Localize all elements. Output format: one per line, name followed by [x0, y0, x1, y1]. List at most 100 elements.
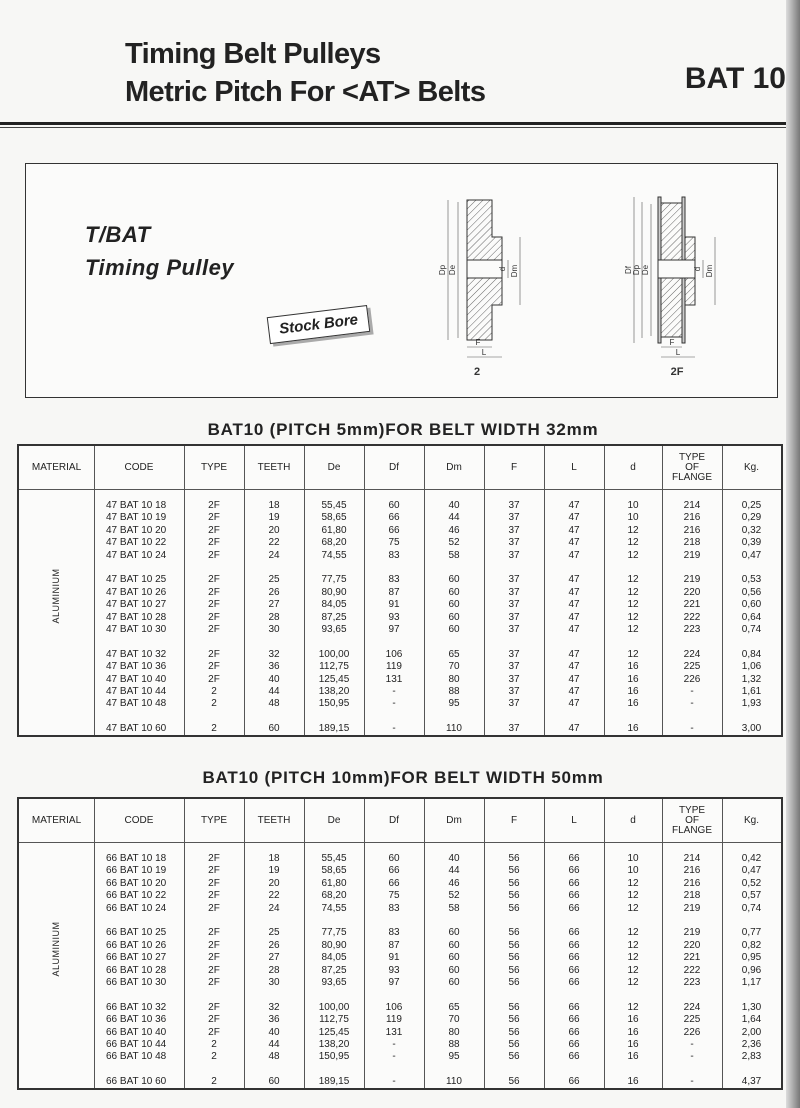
- table-cell: 83: [388, 549, 400, 561]
- table-cell: 93: [388, 611, 400, 623]
- column-header: TYPE OF FLANGE: [672, 451, 713, 483]
- table-cell: 12: [627, 964, 639, 976]
- table-cell: 0,53: [741, 574, 762, 586]
- diagram-label: 2F: [671, 366, 684, 378]
- table-cell: 2,00: [741, 1026, 762, 1038]
- table-cell: 60: [448, 939, 460, 951]
- table-cell: 66: [568, 865, 580, 877]
- table-cell: 226: [683, 1026, 701, 1038]
- column-rule: [364, 799, 365, 1088]
- table-cell: 26: [268, 939, 280, 951]
- table-cell: 47: [568, 574, 580, 586]
- table-cell: 47: [568, 673, 580, 685]
- column-rule: [544, 799, 545, 1088]
- table-cell: 0,57: [741, 890, 762, 902]
- table-cell: 47 BAT 10 25: [106, 574, 167, 586]
- table-cell: 47: [568, 549, 580, 561]
- table-cell: 106: [385, 648, 403, 660]
- table-cell: 223: [683, 624, 701, 635]
- dimension-label: L: [676, 348, 681, 357]
- table-cell: 2F: [208, 648, 220, 660]
- table-cell: 12: [627, 537, 639, 549]
- table-cell: 66 BAT 10 25: [106, 927, 167, 939]
- table-cell: 37: [508, 599, 520, 611]
- table-cell: 1,64: [741, 1014, 762, 1026]
- product-code: BAT 10: [684, 62, 786, 95]
- column-header: d: [630, 814, 636, 826]
- table-cell: 1,06: [741, 661, 762, 673]
- table-cell: 66: [568, 890, 580, 902]
- column-rule: [544, 446, 545, 735]
- table-cell: 131: [385, 673, 403, 685]
- table-cell: 66 BAT 10 30: [106, 977, 167, 988]
- dimension-label: Dp: [438, 264, 447, 275]
- page-title: Metric Pitch For <AT> Belts: [125, 76, 486, 108]
- table-cell: 47 BAT 10 20: [106, 524, 167, 536]
- table-cell: 87: [388, 939, 400, 951]
- table-cell: 28: [268, 964, 280, 976]
- column-rule: [244, 799, 245, 1088]
- table-cell: 66: [568, 977, 580, 988]
- table-cell: 66 BAT 10 24: [106, 902, 167, 914]
- table-cell: 2F: [208, 673, 220, 685]
- page-edge-shadow: [786, 0, 800, 1108]
- table-cell: 55,45: [321, 853, 347, 864]
- table-cell: 110: [446, 1076, 462, 1088]
- column-rule: [484, 799, 485, 1088]
- table-cell: 66 BAT 10 22: [106, 890, 167, 902]
- table-cell: 1,30: [741, 1001, 762, 1013]
- table-cell: 2F: [208, 549, 220, 561]
- table-cell: 12: [627, 586, 639, 598]
- table-cell: 56: [508, 877, 520, 889]
- header-rule: [0, 122, 800, 125]
- table-cell: 97: [388, 624, 400, 635]
- table-cell: 61,80: [321, 877, 347, 889]
- table-cell: 16: [627, 723, 639, 735]
- dimension-label: De: [641, 264, 650, 275]
- table-cell: 48: [268, 1051, 280, 1063]
- table-cell: 2F: [208, 890, 220, 902]
- table-cell: 218: [683, 537, 701, 549]
- column-rule: [244, 446, 245, 735]
- table-cell: 66: [388, 512, 400, 524]
- column-header: De: [327, 461, 341, 473]
- material-label: ALUMINIUM: [51, 921, 61, 977]
- column-header: TEETH: [257, 461, 291, 473]
- table-cell: 66: [568, 1076, 580, 1088]
- header-rule: [0, 127, 800, 128]
- table-cell: 37: [508, 549, 520, 561]
- table-cell: 28: [268, 611, 280, 623]
- table-cell: 2F: [208, 952, 220, 964]
- table-cell: 47 BAT 10 60: [106, 723, 167, 735]
- table-cell: 219: [683, 574, 701, 586]
- table-cell: 47: [568, 512, 580, 524]
- table-cell: 12: [627, 624, 639, 635]
- table-cell: 77,75: [321, 927, 347, 939]
- table-cell: 47 BAT 10 26: [106, 586, 167, 598]
- dimension-label: Df: [624, 265, 633, 274]
- table-cell: 0,47: [741, 549, 762, 561]
- material-label: ALUMINIUM: [51, 568, 61, 624]
- table-cell: 47: [568, 611, 580, 623]
- table-cell: 66: [568, 952, 580, 964]
- table-cell: 30: [268, 624, 280, 635]
- table-cell: 84,05: [321, 599, 347, 611]
- table-cell: 24: [268, 902, 280, 914]
- table-cell: 47: [568, 537, 580, 549]
- table-cell: 56: [508, 927, 520, 939]
- table-cell: -: [392, 686, 396, 697]
- table-cell: 221: [683, 952, 701, 964]
- table-cell: 214: [683, 853, 701, 864]
- table-cell: 37: [508, 586, 520, 598]
- table-cell: 60: [448, 574, 460, 586]
- table-cell: -: [690, 1039, 694, 1050]
- column-header: CODE: [124, 814, 154, 826]
- table-cell: 60: [448, 977, 460, 988]
- table-cell: 0,60: [741, 599, 762, 611]
- table-cell: 131: [385, 1026, 403, 1038]
- table-cell: 0,52: [741, 877, 762, 889]
- table-cell: 56: [508, 853, 520, 864]
- table-cell: 87,25: [321, 611, 347, 623]
- column-header: MATERIAL: [31, 814, 82, 826]
- table-cell: 16: [627, 661, 639, 673]
